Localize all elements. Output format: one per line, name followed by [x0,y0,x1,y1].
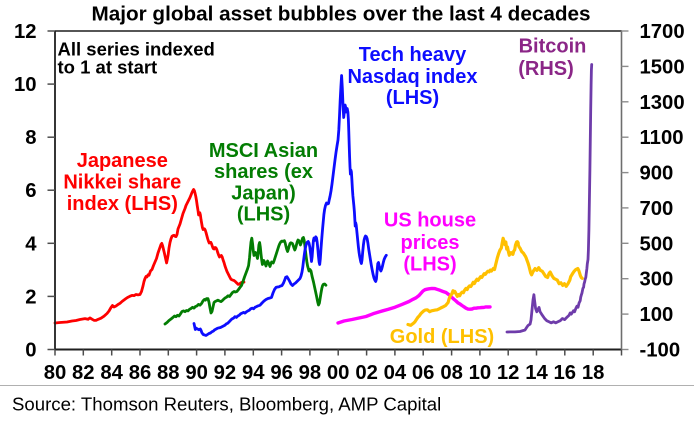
svg-text:98: 98 [299,362,322,384]
svg-text:US house: US house [384,210,476,232]
svg-text:1300: 1300 [640,92,685,114]
svg-text:to 1 at start: to 1 at start [58,57,158,78]
svg-text:MSCI Asian: MSCI Asian [209,140,318,162]
svg-text:6: 6 [25,180,36,202]
svg-text:Bitcoin: Bitcoin [519,36,587,58]
svg-text:900: 900 [640,163,674,185]
svg-text:Japan): Japan) [231,182,295,204]
svg-text:1500: 1500 [640,56,685,78]
svg-text:500: 500 [640,233,674,255]
svg-text:4: 4 [25,233,37,255]
svg-text:00: 00 [327,362,350,384]
svg-text:300: 300 [640,269,674,291]
svg-text:84: 84 [100,362,123,384]
svg-text:92: 92 [214,362,237,384]
svg-text:96: 96 [270,362,293,384]
svg-text:08: 08 [440,362,463,384]
svg-text:90: 90 [185,362,208,384]
svg-text:8: 8 [25,127,36,149]
svg-text:16: 16 [554,362,577,384]
svg-text:04: 04 [384,362,407,384]
svg-text:700: 700 [640,198,674,220]
svg-text:index (LHS): index (LHS) [67,193,178,215]
svg-text:Japanese: Japanese [77,150,168,172]
svg-text:(RHS): (RHS) [518,58,574,80]
svg-text:Major global asset bubbles ove: Major global asset bubbles over the last… [92,3,591,26]
svg-text:(LHS): (LHS) [386,87,439,109]
svg-text:82: 82 [72,362,95,384]
svg-text:1700: 1700 [640,21,685,43]
svg-text:10: 10 [14,74,37,96]
svg-text:02: 02 [355,362,378,384]
svg-text:(LHS): (LHS) [403,254,456,276]
svg-text:12: 12 [497,362,520,384]
svg-text:2: 2 [25,286,36,308]
svg-text:100: 100 [640,304,674,326]
svg-text:(LHS): (LHS) [237,204,290,226]
svg-text:Nikkei share: Nikkei share [63,171,181,193]
svg-text:prices: prices [401,232,460,254]
svg-text:18: 18 [582,362,605,384]
svg-text:80: 80 [44,362,67,384]
svg-text:Source: Thomson Reuters, Bloom: Source: Thomson Reuters, Bloomberg, AMP … [12,394,441,415]
svg-text:94: 94 [242,362,265,384]
svg-text:06: 06 [412,362,435,384]
svg-text:shares (ex: shares (ex [214,161,313,183]
svg-text:14: 14 [525,362,548,384]
svg-text:12: 12 [14,21,37,43]
svg-text:10: 10 [469,362,492,384]
svg-text:86: 86 [129,362,152,384]
svg-text:-100: -100 [640,340,681,362]
svg-text:Gold (LHS): Gold (LHS) [390,326,494,348]
svg-text:Tech heavy: Tech heavy [359,44,467,66]
svg-text:0: 0 [25,340,36,362]
svg-text:All series indexed: All series indexed [58,39,215,60]
svg-text:88: 88 [157,362,180,384]
svg-text:1100: 1100 [640,127,684,149]
svg-text:Nasdaq index: Nasdaq index [347,66,477,88]
